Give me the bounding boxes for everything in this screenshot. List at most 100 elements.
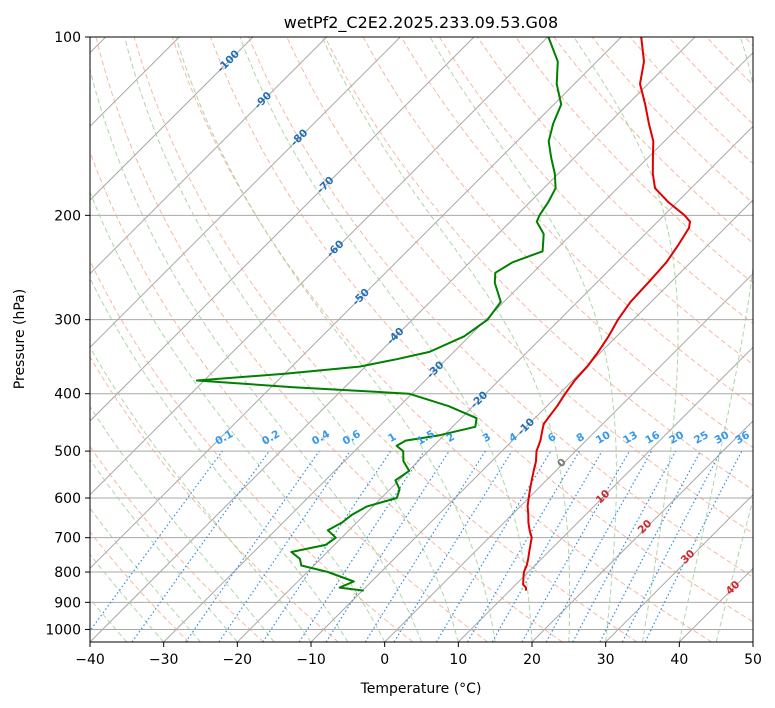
isotherm-line [605,493,753,642]
mixing-ratio-label: 3 [481,431,493,445]
dry-adiabat-line [553,37,753,244]
x-tick-label: 50 [744,652,762,668]
dry-adiabat-line [324,37,753,491]
mixing-ratio-line [572,450,677,642]
isotherm-line [384,272,753,642]
mixing-ratio-line [218,450,351,642]
plot-frame [89,36,754,643]
y-tick-label: 300 [54,313,81,329]
y-tick-label: 400 [54,387,81,403]
mixing-ratio-line [621,450,722,642]
mixing-ratio-label: 6 [546,431,558,445]
dry-adiabat-line [90,150,488,642]
moist-adiabat-line [90,190,386,642]
isotherm-line [678,567,753,642]
moist-adiabat-line [429,37,617,642]
chart-title: wetPf2_C2E2.2025.233.09.53.G08 [284,13,558,33]
dry-adiabat-label: 30 [679,548,698,567]
mixing-ratio-label: 1.5 [415,428,437,448]
dry-adiabat-line [744,37,753,47]
mixing-ratio-line [262,450,392,642]
isotherm-line [531,420,753,642]
moist-adiabat-line [175,37,496,642]
dry-adiabat-label: 20 [636,518,655,537]
mixing-ratio-label: 36 [733,429,752,447]
dry-adiabat-line [706,37,753,86]
mixing-ratio-line [466,450,580,642]
mixing-ratio-label: 8 [574,431,586,445]
dry-adiabat-line [248,37,753,578]
mixing-ratio-line [545,450,653,642]
moist-adiabat-line [90,458,238,642]
dry-adiabat-line [362,37,753,449]
isotherm-line [310,199,753,642]
y-tick-label: 700 [54,531,81,547]
x-tick-label: 10 [449,652,467,668]
x-tick-label: −20 [223,652,253,668]
y-tick-label: 1000 [45,622,81,638]
mixing-ratio-label: 0.1 [213,428,235,448]
moist-adiabat-line [752,640,753,642]
dry-adiabat-line [400,37,753,407]
x-tick-label: −30 [149,652,179,668]
mixing-ratio-line [435,450,552,642]
moist-adiabat-line [90,405,275,642]
isotherm-line [752,641,753,642]
mixing-ratio-label: 20 [667,429,686,447]
x-tick-label: −40 [75,652,105,668]
dry-adiabat-line [171,37,712,642]
mixing-ratio-line [521,450,631,642]
y-axis-label: Pressure (hPa) [12,289,28,389]
isotherm-line [90,37,549,496]
x-axis-label: Temperature (°C) [360,681,482,697]
dry-adiabat-line [477,37,753,325]
mixing-ratio-label: 30 [713,429,732,447]
mixing-ratio-line [90,450,223,632]
isotherm-line [90,37,328,275]
x-tick-label: 30 [597,652,615,668]
isotherm-line [163,51,753,642]
mixing-ratio-label: 1 [386,431,398,445]
mixing-ratio-label: 25 [692,429,711,447]
isotherm-line [90,37,475,422]
dry-adiabat-line [90,445,264,642]
mixing-ratio-label: 10 [594,429,613,447]
moist-adiabat-line [124,37,459,642]
isotherm-line [90,37,401,349]
mixing-ratio-label: 16 [643,429,662,447]
dry-adiabat-line [90,531,190,642]
moist-adiabat-line [321,37,571,642]
y-tick-label: 900 [54,595,81,611]
moist-adiabat-line [90,277,349,642]
x-tick-label: 20 [523,652,541,668]
mixing-ratio-line [393,450,513,642]
mixing-ratio-line [185,450,320,642]
moist-adiabat-line [678,37,753,642]
x-tick-label: 0 [380,652,389,668]
y-tick-label: 500 [54,444,81,460]
dry-adiabat-line [438,37,753,365]
isotherm-line [236,125,753,642]
dry-adiabat-line [210,37,753,623]
mixing-ratio-line [491,450,603,642]
dry-adiabat-line [515,37,753,284]
dry-adiabat-label: 0 [555,456,569,470]
temperature-profile-line [522,37,691,591]
isotherm-line [457,346,753,642]
mixing-ratio-line [325,450,450,642]
mixing-ratio-label: 13 [621,429,640,447]
mixing-ratio-label: 0.2 [260,428,282,448]
dry-adiabat-line [90,259,414,642]
moist-adiabat-line [715,498,753,642]
dry-adiabat-line [591,37,753,204]
x-tick-label: 40 [670,652,688,668]
dry-adiabat-line [286,37,753,534]
y-tick-label: 100 [54,30,81,46]
mixing-ratio-line [131,450,270,642]
isotherm-line [90,37,622,570]
moist-adiabat-line [90,507,201,642]
dewpoint-profile-line [195,37,563,592]
dry-adiabat-line [95,37,563,642]
moist-adiabat-line [90,346,312,642]
x-tick-label: −10 [296,652,326,668]
